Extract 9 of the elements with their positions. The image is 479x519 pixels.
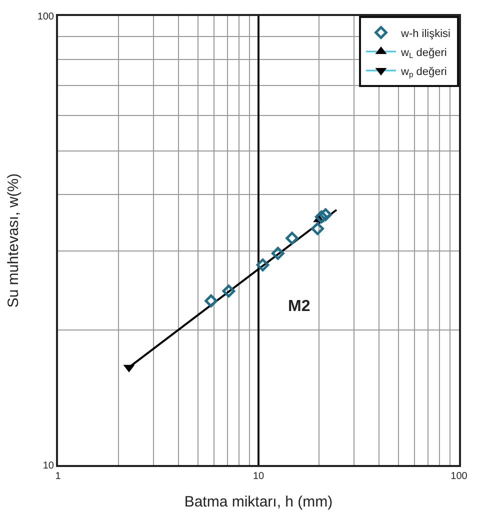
legend-label: w$_{L}$ değeri [400, 46, 447, 60]
y-axis-title: Su muhtevası, w(%) [5, 173, 22, 308]
annotation: M2 [288, 298, 310, 315]
legend-label: w-h ilişkisi [400, 28, 450, 40]
x-tick-label: 1 [55, 471, 62, 482]
x-tick-label: 10 [252, 471, 264, 482]
legend-label: w$_{p}$ değeri [400, 66, 447, 80]
x-axis-title: Batma miktarı, h (mm) [184, 494, 333, 510]
x-tick-label: 100 [450, 471, 468, 482]
